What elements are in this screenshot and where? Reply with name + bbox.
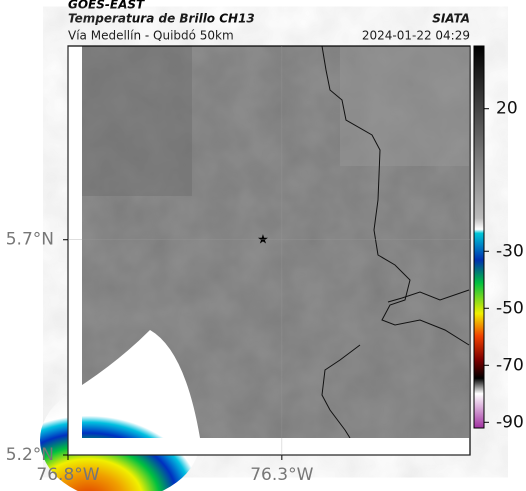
subtitle: Vía Medellín - Quibdó 50km bbox=[68, 29, 234, 43]
y-tick-label: 5.7°N bbox=[6, 230, 54, 250]
org: SIATA bbox=[432, 12, 470, 26]
x-tick-label: 76.3°W bbox=[250, 465, 313, 485]
colorbar-tick-label: -50 bbox=[496, 298, 524, 318]
colorbar-tick-label: -90 bbox=[496, 412, 524, 432]
x-tick-label: 76.8°W bbox=[36, 465, 99, 485]
source: GOES-EAST bbox=[68, 0, 145, 12]
datetime: 2024-01-22 04:29 bbox=[362, 29, 470, 43]
colorbar-tick-label: -30 bbox=[496, 241, 524, 261]
colorbar-tick-label: 20 bbox=[496, 99, 518, 119]
colorbar bbox=[473, 45, 485, 429]
colorbar-tick-label: -70 bbox=[496, 355, 524, 375]
title: Temperatura de Brillo CH13 bbox=[68, 12, 255, 26]
map-image: ★ bbox=[40, 45, 470, 491]
y-tick-label: 5.2°N bbox=[6, 445, 54, 465]
